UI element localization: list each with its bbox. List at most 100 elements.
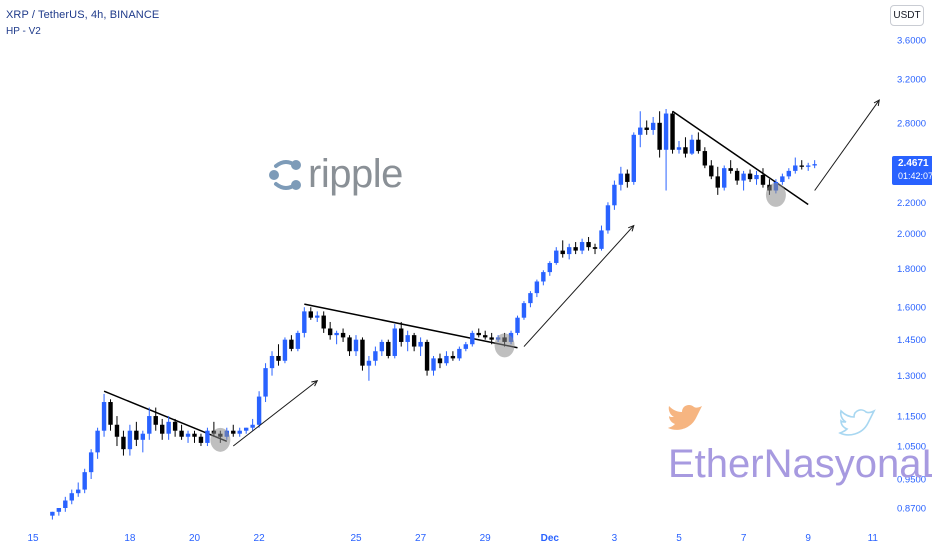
candle-body <box>179 430 184 437</box>
candle <box>670 111 675 154</box>
candle-body <box>185 433 191 437</box>
candle-body <box>63 500 68 508</box>
candle-body <box>114 424 120 437</box>
y-tick-label: 1.4500 <box>897 335 926 346</box>
candle-body <box>657 122 662 150</box>
candle-body <box>437 358 443 364</box>
candles-layer <box>50 108 817 520</box>
y-tick-label: 1.3000 <box>897 371 926 382</box>
candle <box>418 337 423 356</box>
candle-body <box>289 339 294 349</box>
candle-body <box>476 332 481 336</box>
currency-button[interactable]: USDT <box>890 5 924 26</box>
symbol-title[interactable]: XRP / TetherUS, 4h, BINANCE <box>6 9 160 21</box>
candle-body <box>205 430 210 443</box>
y-tick-label: 3.6000 <box>897 36 926 47</box>
candle <box>644 120 649 135</box>
candle-body <box>515 317 520 333</box>
candle <box>295 330 301 352</box>
candle-body <box>121 436 126 450</box>
candle-body <box>806 165 811 167</box>
candle-body <box>702 151 708 166</box>
candle-body <box>50 511 55 516</box>
candle-body <box>599 230 604 249</box>
candle-body <box>741 173 746 181</box>
y-tick-label: 2.0000 <box>897 229 926 240</box>
candle <box>237 427 242 437</box>
candle <box>747 169 753 182</box>
candle-body <box>734 170 740 181</box>
candle-body <box>315 315 320 318</box>
candle-body <box>198 436 204 443</box>
last-price-value: 2.4671 <box>898 158 929 169</box>
candle <box>489 332 494 345</box>
candle-body <box>353 339 359 352</box>
candle-body <box>812 164 817 166</box>
candle <box>321 311 326 333</box>
y-tick-label: 1.1500 <box>897 412 926 423</box>
candle-body <box>172 421 178 431</box>
candle-body <box>418 341 423 347</box>
candle-body <box>127 430 133 450</box>
time-axis[interactable]: 15 18 20 22 25 27 29 Dec 3 5 7 9 11 <box>27 533 878 544</box>
x-tick-label: 11 <box>868 533 879 544</box>
candle-body <box>295 332 301 349</box>
candle-body <box>147 416 152 434</box>
breakout-marker <box>210 427 231 452</box>
candle <box>734 168 740 185</box>
candle-body <box>386 341 391 356</box>
candle-body <box>450 355 456 359</box>
candle-body <box>399 328 404 342</box>
candle-body <box>676 147 682 150</box>
candle <box>114 416 120 447</box>
blue-bird-outline-icon <box>838 409 876 436</box>
candle-body <box>670 113 675 150</box>
x-tick-label: 18 <box>124 533 136 544</box>
candle <box>289 335 294 352</box>
candle <box>205 427 210 447</box>
x-tick-label: 15 <box>27 533 39 544</box>
x-tick-label: 20 <box>189 533 201 544</box>
candle <box>618 166 624 191</box>
last-price-tag: 2.4671 01:42:07 <box>892 156 932 185</box>
y-tick-label: 1.6000 <box>897 303 926 314</box>
x-tick-label: 27 <box>415 533 427 544</box>
candle <box>515 315 520 336</box>
candle-body <box>243 427 249 431</box>
breakout-marker <box>494 333 515 358</box>
arrow-shaft <box>523 225 635 347</box>
candle <box>638 111 643 148</box>
candle <box>121 430 126 456</box>
candle <box>676 140 682 154</box>
candle <box>172 418 178 437</box>
candle <box>282 337 288 364</box>
candle <box>340 328 346 342</box>
y-tick-label: 2.8000 <box>897 118 926 129</box>
candle <box>605 202 611 234</box>
x-tick-label: 7 <box>741 533 747 544</box>
candle <box>153 407 158 431</box>
candle <box>192 430 197 443</box>
candle <box>786 168 792 180</box>
candle-body <box>754 174 759 180</box>
arrow-head <box>311 380 319 387</box>
candle-body <box>411 335 417 347</box>
candle-body <box>153 416 158 425</box>
candle-body <box>160 424 165 434</box>
candle <box>405 330 410 352</box>
candle <box>63 496 68 512</box>
breakout-markers-layer <box>210 182 786 452</box>
candle <box>715 166 720 195</box>
x-tick-label: 9 <box>805 533 811 544</box>
candle <box>82 468 87 494</box>
x-tick-label: 29 <box>480 533 492 544</box>
arrow-head <box>628 224 635 232</box>
candle-body <box>631 134 636 182</box>
indicator-label[interactable]: HP - V2 <box>6 26 41 37</box>
candle-body <box>489 337 494 340</box>
candle <box>269 351 275 376</box>
candle <box>612 180 617 210</box>
candle-body <box>327 328 333 336</box>
candle-body <box>366 360 372 366</box>
